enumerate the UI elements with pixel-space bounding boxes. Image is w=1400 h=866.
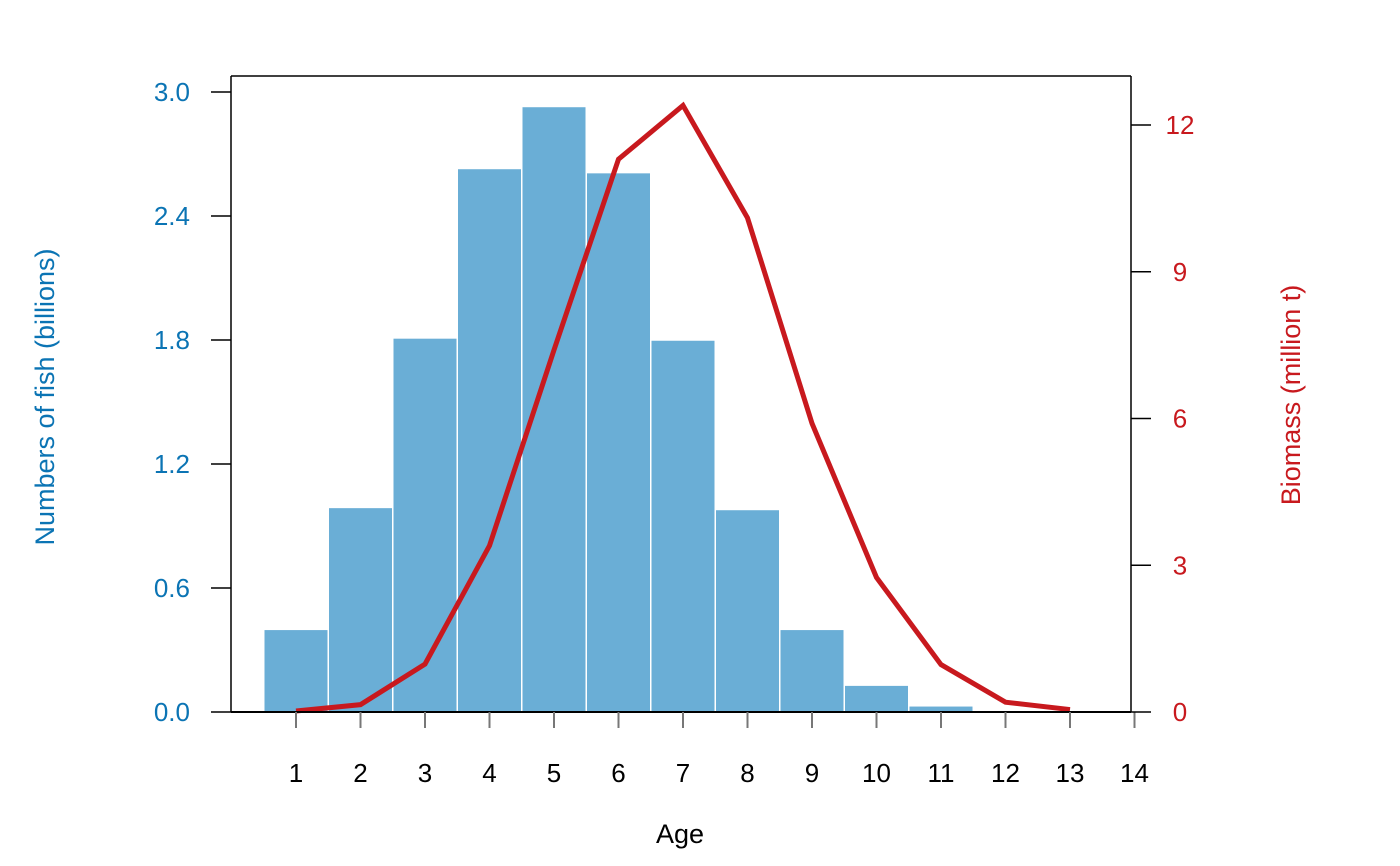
y-right-tick-label-0: 0 <box>1173 697 1187 727</box>
x-tick-label-5: 5 <box>547 758 561 788</box>
x-tick-label-12: 12 <box>991 758 1020 788</box>
line-group <box>295 101 1071 714</box>
bar-age-10 <box>843 684 910 713</box>
y-axis-left-title: Numbers of fish (billions) <box>30 248 60 545</box>
bar-age-9 <box>779 628 845 713</box>
y-right-tick-label-9: 9 <box>1173 257 1187 287</box>
bar-age-5 <box>521 105 587 713</box>
bar-age-2 <box>327 506 394 713</box>
y-axis-right-title: Biomass (million t) <box>1276 285 1306 506</box>
biomass-line <box>295 101 1071 714</box>
x-tick-label-7: 7 <box>676 758 690 788</box>
bar-age-1 <box>263 628 329 713</box>
axes-group: 1 2 3 4 5 6 7 8 9 10 11 12 13 140.00.61.21.82.43.0036… <box>154 75 1195 788</box>
y-left-tick-label-2.4: 2.4 <box>154 201 190 231</box>
x-tick-label-10: 10 <box>862 758 891 788</box>
bar-age-7 <box>650 339 716 713</box>
y-left-tick-label-0.0: 0.0 <box>154 697 190 727</box>
y-right-tick-label-6: 6 <box>1173 404 1187 434</box>
bars-group <box>263 105 974 713</box>
x-tick-label-6: 6 <box>611 758 625 788</box>
y-right-tick-label-12: 12 <box>1166 110 1195 140</box>
x-tick-label-8: 8 <box>740 758 754 788</box>
x-tick-label-2: 2 <box>353 758 367 788</box>
x-tick-label-1: 1 <box>289 758 303 788</box>
bar-age-8 <box>714 508 781 713</box>
bar-age-3 <box>392 337 458 713</box>
y-right-tick-label-3: 3 <box>1173 550 1187 580</box>
bar-age-6 <box>585 171 652 713</box>
y-left-tick-label-1.8: 1.8 <box>154 325 190 355</box>
x-axis-title: Age <box>656 819 704 849</box>
x-tick-label-14: 14 <box>1120 758 1149 788</box>
bar-age-4 <box>456 167 523 713</box>
x-tick-label-4: 4 <box>482 758 496 788</box>
x-tick-label-13: 13 <box>1056 758 1085 788</box>
y-left-tick-label-1.2: 1.2 <box>154 449 190 479</box>
x-tick-label-3: 3 <box>418 758 432 788</box>
y-left-tick-label-0.6: 0.6 <box>154 573 190 603</box>
y-left-tick-label-3.0: 3.0 <box>154 77 190 107</box>
x-tick-label-11: 11 <box>928 758 955 788</box>
x-tick-label-9: 9 <box>805 758 819 788</box>
